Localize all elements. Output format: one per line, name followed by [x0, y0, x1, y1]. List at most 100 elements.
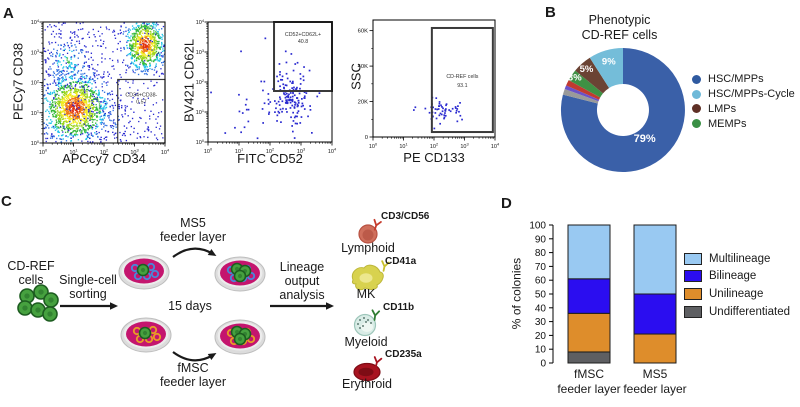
bar-cat2-line2: feeder layer — [623, 382, 687, 396]
donut-title-line2: CD-REF cells — [581, 28, 658, 42]
svg-text:103: 103 — [196, 48, 204, 56]
lineage-output-line3: analysis — [279, 288, 325, 302]
svg-text:101: 101 — [399, 142, 407, 151]
svg-text:100: 100 — [39, 148, 48, 157]
svg-text:3%: 3% — [568, 73, 582, 84]
y-axis-title-cd38: PECy7 CD38 — [10, 42, 26, 121]
svg-text:50: 50 — [535, 290, 547, 301]
svg-text:101: 101 — [69, 148, 77, 157]
marker-cd235a: CD235a — [385, 349, 422, 360]
svg-text:101: 101 — [196, 108, 204, 116]
mk-label: MK — [356, 287, 376, 301]
legend-dot — [692, 104, 701, 114]
svg-text:90: 90 — [535, 234, 547, 245]
svg-text:CD-REF cells: CD-REF cells — [446, 74, 478, 80]
svg-text:104: 104 — [31, 18, 40, 26]
svg-text:100: 100 — [529, 221, 546, 232]
marker-cd11b: CD11b — [383, 302, 415, 313]
svg-text:20: 20 — [535, 331, 547, 342]
svg-text:60K: 60K — [358, 29, 368, 35]
legend-dot — [692, 74, 701, 84]
svg-text:104: 104 — [161, 148, 170, 157]
legend-swatch — [684, 252, 702, 265]
svg-text:102: 102 — [430, 142, 438, 151]
myeloid-label: Myeloid — [344, 335, 388, 349]
svg-text:80: 80 — [535, 248, 547, 259]
svg-text:104: 104 — [196, 18, 205, 26]
y-axis-title-ssc: SSC — [348, 63, 364, 90]
erythroid-label: Erythroid — [341, 377, 393, 391]
legend-item-lmps: LMPs — [692, 102, 795, 117]
workflow-diagram — [17, 218, 390, 382]
svg-text:103: 103 — [130, 148, 138, 157]
flow-plot-ssc-vs-cd133: CD-REF cells 93.1 100 101 102 103 104 0 20K 40K 60… — [358, 19, 500, 151]
svg-text:100: 100 — [196, 138, 205, 146]
svg-text:30: 30 — [535, 317, 547, 328]
svg-text:102: 102 — [31, 78, 39, 86]
bar-legend: Multilineage Bilineage Unilineage Undiff… — [684, 250, 790, 320]
cdref-cells-label-line1: CD-REF — [7, 259, 55, 273]
svg-text:100: 100 — [31, 139, 40, 147]
legend-swatch — [684, 305, 702, 318]
ms5-feeder-line1: MS5 — [180, 216, 206, 230]
bar-cat1-line1: fMSC — [574, 367, 604, 381]
legend-item-multilineage: Multilineage — [684, 250, 790, 268]
legend-label: Unilineage — [709, 287, 764, 300]
donut-chart: 79% 3%5% 9% — [560, 48, 685, 172]
svg-text:100: 100 — [204, 147, 213, 156]
svg-text:100: 100 — [369, 142, 378, 151]
svg-text:101: 101 — [235, 147, 243, 156]
legend-label: LMPs — [708, 102, 737, 115]
donut-legend: HSC/MPPs HSC/MPPs-Cycle LMPs MEMPs — [692, 72, 795, 131]
svg-text:CD34+CD38-: CD34+CD38- — [125, 92, 157, 98]
lymphoid-label: Lymphoid — [341, 241, 395, 255]
legend-dot — [692, 89, 701, 99]
single-cell-sorting-line1: Single-cell — [59, 273, 117, 287]
stacked-bar-chart: 0 10 20 30 40 50 60 70 80 90 100 — [529, 221, 677, 370]
svg-text:20K: 20K — [358, 100, 368, 106]
flow-plot-cd38-vs-cd34: CD34+CD38-0.57 100 101 102 103 104 100 101 102 10… — [31, 18, 170, 157]
fmsc-feeder-line2: feeder layer — [159, 375, 226, 389]
donut-title-line1: Phenotypic — [588, 13, 651, 27]
svg-text:70: 70 — [535, 262, 547, 273]
legend-item-unilineage: Unilineage — [684, 285, 790, 303]
svg-text:103: 103 — [460, 142, 468, 151]
panel-d-label: D — [501, 195, 512, 212]
svg-text:40.8: 40.8 — [298, 39, 308, 45]
legend-label: HSC/MPPs-Cycle — [708, 88, 795, 101]
legend-label: Undifferentiated — [709, 305, 790, 318]
panel-b-label: B — [545, 4, 556, 21]
bar-cat1-line2: feeder layer — [557, 382, 621, 396]
legend-label: Multilineage — [709, 252, 771, 265]
svg-text:CD52+CD62L+: CD52+CD62L+ — [285, 32, 321, 38]
legend-item-hsc-mpps: HSC/MPPs — [692, 72, 795, 87]
legend-item-memps: MEMPs — [692, 116, 795, 131]
panel-c-label: C — [1, 193, 12, 210]
flow-plot-cd62l-vs-cd52: CD52+CD62L+40.8 100 101 102 103 104 100 101 102 1… — [196, 18, 337, 156]
y-axis-title-cd62l: BV421 CD62L — [181, 38, 197, 123]
legend-item-hsc-mpps-cycle: HSC/MPPs-Cycle — [692, 87, 795, 102]
bar-cat2-line1: MS5 — [642, 367, 668, 381]
cdref-cells-label-line2: cells — [18, 273, 44, 287]
svg-text:9%: 9% — [602, 57, 616, 68]
svg-text:103: 103 — [31, 48, 39, 56]
svg-text:103: 103 — [297, 147, 305, 156]
legend-swatch — [684, 287, 702, 300]
ms5-feeder-line2: feeder layer — [159, 230, 226, 244]
svg-text:79%: 79% — [634, 133, 656, 145]
svg-text:101: 101 — [31, 109, 39, 117]
svg-text:40: 40 — [535, 303, 547, 314]
svg-text:0.57: 0.57 — [136, 99, 146, 105]
svg-text:0: 0 — [365, 135, 368, 141]
svg-text:40K: 40K — [358, 64, 368, 70]
x-axis-title-cd133: PE CD133 — [403, 150, 465, 165]
svg-text:104: 104 — [328, 147, 337, 156]
svg-text:102: 102 — [100, 148, 108, 157]
legend-label: MEMPs — [708, 117, 747, 130]
panel-a-label: A — [3, 5, 14, 22]
lineage-output-line1: Lineage — [279, 260, 325, 274]
marker-cd3-cd56: CD3/CD56 — [381, 211, 430, 222]
svg-text:102: 102 — [196, 78, 204, 86]
svg-text:102: 102 — [266, 147, 274, 156]
